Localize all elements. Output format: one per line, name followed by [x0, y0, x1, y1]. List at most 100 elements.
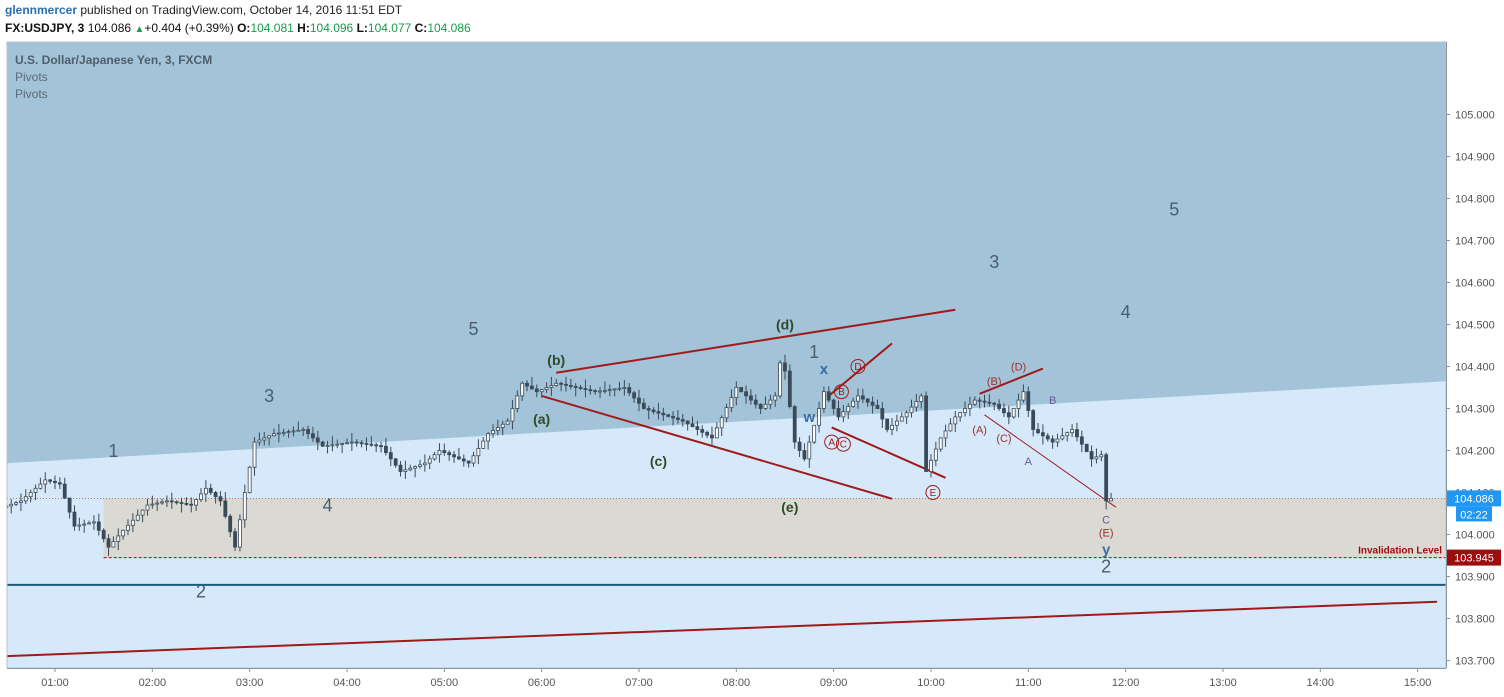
candle-body: [953, 416, 958, 425]
wave-label: 3: [264, 386, 274, 406]
candle-body: [1109, 497, 1113, 502]
candle-body: [997, 403, 1002, 409]
candle-body: [14, 502, 18, 505]
candle-body: [345, 442, 349, 445]
trendline-6: [979, 367, 1044, 395]
last-price-tag: [1447, 490, 1501, 507]
candle-body: [890, 424, 894, 430]
candle-body: [296, 429, 301, 432]
candle-body: [676, 417, 680, 420]
symbol-label[interactable]: FX:USDJPY, 3: [5, 21, 85, 35]
candle-body: [179, 502, 184, 504]
candle-body: [933, 448, 938, 461]
candle-body: [641, 402, 646, 409]
candle-body: [422, 462, 427, 466]
candle-body: [286, 431, 291, 434]
candle-body: [773, 395, 778, 401]
candle-body: [53, 480, 57, 484]
candle-body: [359, 442, 364, 445]
candle-body: [525, 382, 529, 387]
wave-label: B: [838, 387, 845, 398]
wave-label-circle: [925, 485, 941, 500]
chart-legend-title[interactable]: U.S. Dollar/Japanese Yen, 3, FXCM: [15, 53, 213, 67]
price-tick-label: 103.700: [1455, 656, 1495, 668]
close-label: C:: [414, 21, 428, 35]
trendline-3: [541, 394, 893, 500]
time-tick-label: 12:00: [1112, 677, 1140, 689]
candle-body: [38, 483, 43, 489]
candle-body: [797, 441, 802, 451]
low-value: 104.077: [367, 21, 412, 35]
candle-body: [783, 362, 787, 372]
publisher-username[interactable]: glennmercer: [5, 3, 78, 17]
candle-body: [739, 387, 744, 393]
candle-body: [612, 388, 617, 391]
candle-body: [364, 443, 369, 445]
candle-body: [846, 405, 851, 413]
wave-label: x: [820, 361, 829, 378]
close-value: 104.086: [427, 21, 471, 35]
candle-body: [247, 466, 252, 493]
candle-body: [500, 423, 505, 428]
wave-label-circle: [850, 359, 866, 374]
candle-body: [1094, 456, 1099, 460]
time-tick-label: 05:00: [431, 677, 459, 689]
candle-body: [62, 483, 67, 499]
candle-body: [281, 431, 286, 434]
candle-body: [233, 531, 237, 548]
candle-body: [617, 387, 622, 390]
candle-body: [335, 443, 340, 446]
pivots-indicator-1[interactable]: Pivots: [15, 70, 48, 84]
wave-label: (E): [1099, 527, 1114, 539]
candle-body: [155, 502, 160, 505]
time-tick-label: 03:00: [236, 677, 264, 689]
wave-label: C: [840, 440, 847, 451]
candle-body: [262, 437, 267, 441]
wave-label: (e): [781, 499, 798, 515]
price-tick-label: 104.200: [1455, 446, 1495, 458]
candle-body: [885, 418, 890, 430]
candle-body: [787, 370, 792, 407]
candle-body: [544, 387, 549, 390]
high-label: H:: [297, 21, 310, 35]
candle-body: [19, 500, 23, 503]
candle-body: [33, 487, 38, 493]
publisher-line: glennmercer published on TradingView.com…: [5, 3, 402, 17]
candle-body: [807, 441, 812, 460]
time-tick-label: 15:00: [1404, 677, 1432, 689]
invalidation-level-label: Invalidation Level: [1358, 546, 1442, 557]
candle-body: [398, 464, 403, 472]
up-arrow-icon: ▲: [134, 24, 145, 35]
pivots-indicator-2[interactable]: Pivots: [15, 87, 48, 101]
candle-body: [758, 403, 763, 409]
candle-body: [841, 411, 846, 418]
time-tick-label: 01:00: [41, 677, 69, 689]
candle-body: [914, 401, 919, 408]
price-tick-label: 105.000: [1455, 110, 1495, 122]
price-chart[interactable]: 12345(a)(b)(c)(d)(e)1xwABCDE345(A)(B)(C)…: [0, 41, 1504, 697]
candle-body: [481, 440, 486, 449]
candle-body: [865, 398, 870, 403]
candle-body: [408, 467, 413, 471]
candle-body: [588, 389, 593, 392]
candle-body: [705, 431, 710, 436]
candle-body: [972, 399, 977, 405]
candle-body: [140, 509, 145, 516]
candle-body: [968, 403, 972, 409]
candle-body: [267, 435, 272, 439]
candle-body: [1075, 429, 1079, 438]
candle-body: [82, 523, 87, 526]
price-tick-label: 104.000: [1455, 530, 1495, 542]
candle-body: [145, 504, 150, 511]
wave-label: A: [1025, 456, 1033, 468]
wave-label-circle: [824, 434, 840, 450]
wave-label: 1: [809, 342, 819, 362]
candle-body: [938, 437, 943, 450]
candle-body: [778, 362, 783, 397]
candle-body: [943, 430, 948, 439]
candle-body: [96, 521, 101, 531]
candle-body: [413, 466, 418, 469]
published-text: published on TradingView.com, October 14…: [80, 3, 403, 17]
candle-body: [1055, 438, 1060, 443]
invalidation-price-tag-label: 103.945: [1454, 553, 1494, 565]
